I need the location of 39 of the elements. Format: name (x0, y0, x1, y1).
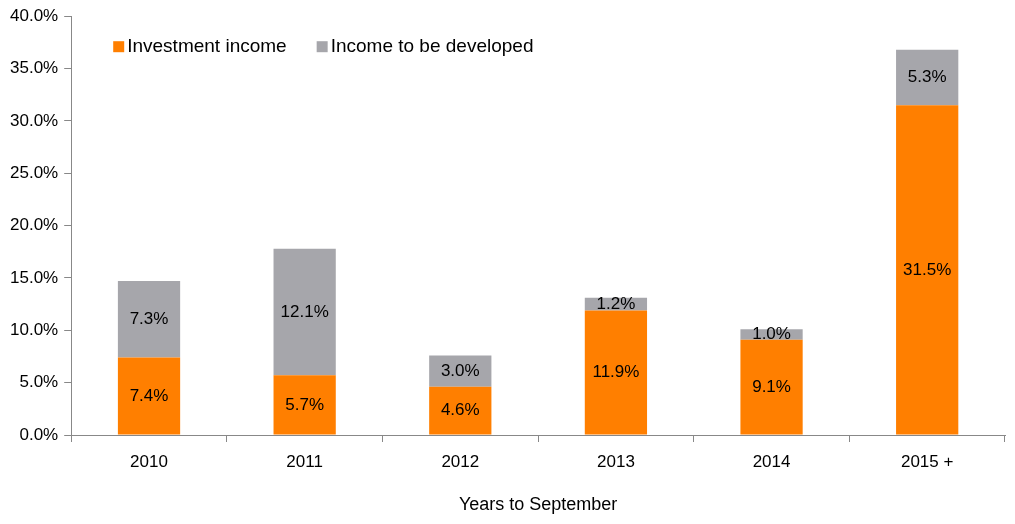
data-label: 5.7% (285, 394, 325, 414)
y-tick-label: 15.0% (10, 267, 59, 287)
y-tick-label: 30.0% (10, 110, 59, 130)
legend-label: Investment income (127, 35, 287, 57)
bar (273, 248, 336, 376)
data-label: 1.2% (596, 293, 636, 313)
data-label: 3.0% (440, 360, 480, 380)
bar (896, 105, 959, 435)
x-tick-label: 2015 + (900, 451, 954, 471)
data-label: 1.0% (752, 324, 791, 344)
y-tick-label: 5.0% (19, 372, 59, 392)
x-tick-label: 2010 (130, 451, 168, 471)
data-label: 9.1% (752, 376, 791, 396)
y-tick-label: 25.0% (10, 162, 59, 182)
bar (429, 386, 492, 435)
data-label: 4.6% (440, 400, 480, 420)
bar (117, 281, 181, 358)
bar (273, 375, 336, 435)
x-tick-label: 2011 (286, 451, 323, 471)
x-tick-label: 2014 (752, 451, 791, 471)
y-tick-label: 20.0% (10, 215, 59, 235)
bar (740, 339, 803, 435)
bar (896, 49, 959, 106)
data-label: 11.9% (592, 362, 640, 382)
data-label: 7.4% (129, 385, 169, 405)
bar (117, 357, 181, 435)
data-label: 5.3% (907, 67, 947, 87)
legend-label: Income to be developed (330, 35, 534, 57)
data-label: 31.5% (903, 259, 952, 279)
data-label: 7.3% (129, 308, 169, 328)
data-label: 12.1% (280, 301, 329, 321)
y-tick-label: 0.0% (19, 424, 59, 444)
y-tick-label: 40.0% (10, 5, 59, 25)
y-tick-label: 10.0% (10, 319, 59, 339)
x-axis-title: Years to September (458, 494, 618, 515)
x-tick-label: 2012 (441, 451, 480, 471)
x-tick-label: 2013 (597, 451, 635, 471)
y-tick-label: 35.0% (10, 58, 59, 78)
bar (584, 310, 648, 435)
